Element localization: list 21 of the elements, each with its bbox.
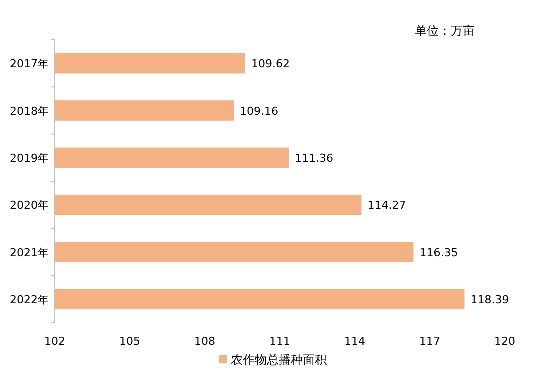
x-tick-label: 105 bbox=[120, 335, 140, 348]
x-tick-label: 102 bbox=[44, 335, 66, 348]
x-tick-label: 117 bbox=[420, 335, 440, 348]
y-tick-label: 2017年 bbox=[10, 58, 49, 71]
y-tick-label: 2022年 bbox=[10, 293, 49, 306]
y-tick-label: 2020年 bbox=[10, 199, 49, 212]
data-label: 109.16 bbox=[240, 104, 278, 118]
text: 单位：万亩 bbox=[415, 24, 475, 38]
x-tick-label: 120 bbox=[494, 335, 516, 348]
legend-label: 农作物总播种面积 bbox=[231, 353, 327, 367]
data-label: 109.62 bbox=[252, 58, 290, 71]
x-tick-label: 114 bbox=[344, 335, 366, 348]
data-label: 114.27 bbox=[368, 199, 406, 212]
data-label: 116.35 bbox=[420, 246, 458, 260]
x-tick-label: 108 bbox=[194, 335, 216, 348]
y-tick-label: 2018年 bbox=[10, 104, 49, 118]
x-tick-label: 111 bbox=[270, 335, 290, 348]
y-tick-label: 2021年 bbox=[10, 246, 49, 260]
y-tick-label: 2019年 bbox=[10, 152, 49, 165]
data-label: 118.39 bbox=[470, 293, 510, 306]
data-label: 111.36 bbox=[295, 152, 334, 165]
